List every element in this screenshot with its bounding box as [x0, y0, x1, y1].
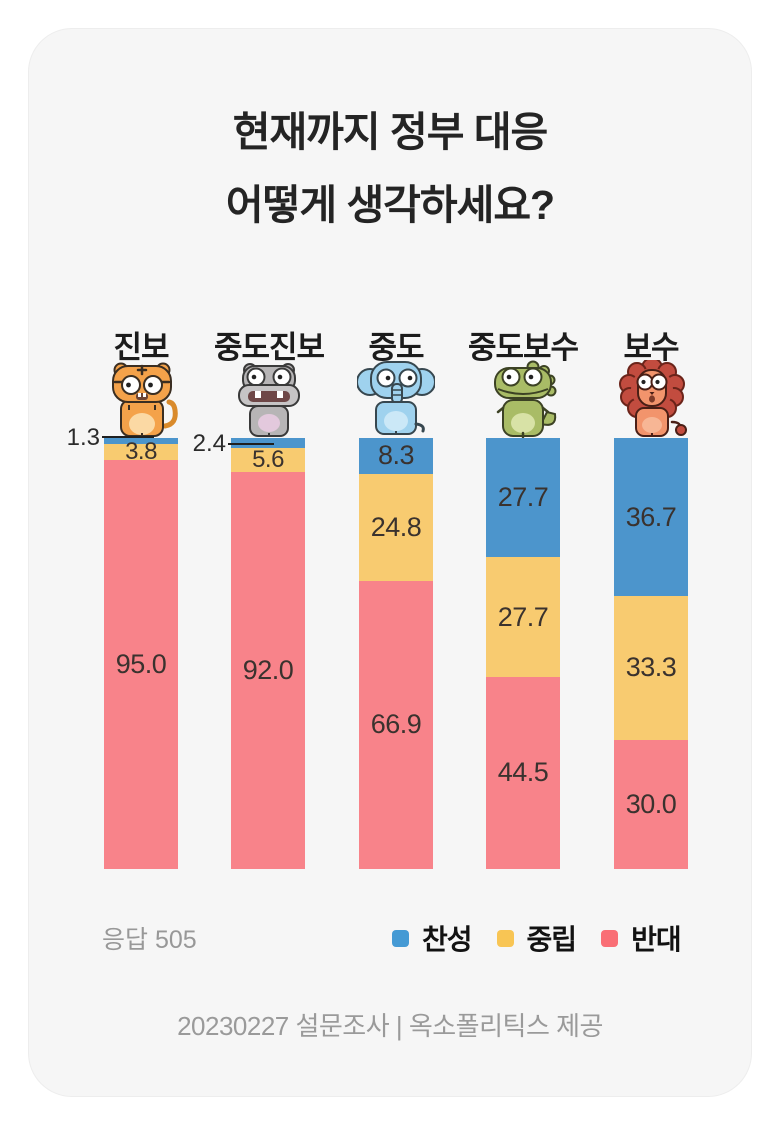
chart-title-line1: 현재까지 정부 대응 — [232, 109, 549, 155]
bar-bosu: 36.7 33.3 30.0 — [614, 438, 688, 869]
blue-square-swatch — [392, 929, 409, 947]
lion-icon — [615, 357, 689, 443]
segment-oppose: 66.9 — [359, 580, 433, 869]
chart-title: 현재까지 정부 대응 어떻게 생각하세요? — [0, 96, 780, 242]
bar-jungdo: 8.3 24.8 66.9 — [359, 438, 433, 869]
bar-jungdojinbo: 2.4 5.6 92.0 — [231, 438, 305, 869]
callout-line-jungdojinbo — [228, 443, 274, 445]
respondents-count: 응답 505 — [102, 926, 197, 954]
segment-neutral: 27.7 — [486, 557, 560, 677]
segment-oppose: 95.0 — [104, 459, 178, 870]
callout-value-jungdojinbo-approve: 2.4 — [192, 430, 226, 457]
chart-title-line2: 어떻게 생각하세요? — [225, 182, 555, 228]
segment-approve: 27.7 — [486, 438, 560, 558]
segment-neutral: 33.3 — [614, 596, 688, 740]
hippo-icon — [233, 362, 305, 443]
red-square-swatch — [601, 929, 619, 947]
category-label-jinbo: 진보 — [113, 330, 169, 365]
source-caption: 20230227 설문조사 | 옥소폴리틱스 제공 — [177, 1011, 603, 1041]
segment-neutral: 24.8 — [359, 473, 433, 581]
category-label-jungdo: 중도 — [368, 330, 424, 365]
segment-oppose: 30.0 — [614, 739, 688, 869]
yellow-square-swatch — [496, 929, 514, 947]
segment-oppose: 44.5 — [486, 676, 560, 869]
legend-item-neutral: 중립 — [496, 918, 577, 958]
elephant-icon — [356, 358, 436, 443]
legend: 찬성 중립 반대 — [392, 918, 682, 958]
callout-value-jinbo-approve: 1.3 — [66, 424, 100, 451]
segment-oppose: 92.0 — [231, 472, 305, 869]
segment-neutral: 5.6 — [231, 446, 305, 473]
tiger-icon — [105, 360, 179, 443]
callout-line-jinbo — [102, 436, 154, 438]
bar-jinbo: 1.3 3.8 95.0 — [104, 438, 178, 870]
bar-jungdobosu: 27.7 27.7 44.5 — [486, 438, 560, 869]
legend-item-approve: 찬성 — [392, 918, 473, 958]
category-label-jungdobosu: 중도보수 — [467, 330, 579, 365]
segment-approve: 36.7 — [614, 438, 688, 597]
segment-neutral: 3.8 — [104, 438, 178, 465]
legend-item-oppose: 반대 — [601, 918, 682, 958]
category-label-jungdojinbo: 중도진보 — [213, 330, 325, 365]
segment-approve: 1.3 — [104, 438, 178, 444]
dino-icon — [487, 360, 563, 443]
segment-approve: 8.3 — [359, 438, 433, 474]
